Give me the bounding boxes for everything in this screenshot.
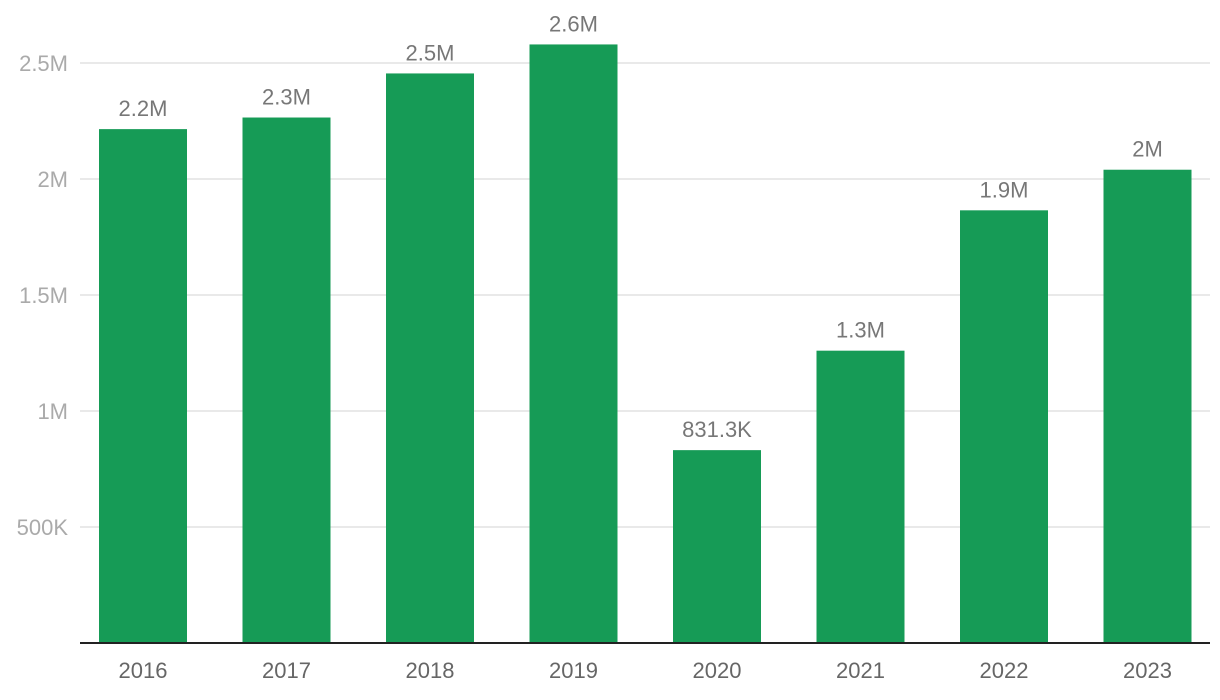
bar [673,450,761,643]
bars [99,44,1192,643]
x-tick-label: 2018 [406,658,455,683]
y-tick-label: 1.5M [19,283,68,308]
y-tick-label: 2M [37,167,68,192]
bar [386,73,474,643]
data-label: 2.2M [119,96,168,121]
x-tick-label: 2020 [693,658,742,683]
data-label: 2M [1132,137,1163,162]
x-tick-label: 2019 [549,658,598,683]
data-label: 2.6M [549,11,598,36]
x-tick-label: 2017 [262,658,311,683]
x-tick-label: 2023 [1123,658,1172,683]
bar [529,44,618,643]
x-axis-ticks: 2016 2017 2018 2019 2020 2021 2022 2023 [119,658,1172,683]
y-tick-label: 1M [37,399,68,424]
bar [816,350,905,643]
bar [1103,169,1192,643]
data-label: 2.5M [406,40,455,65]
data-label: 2.3M [262,85,311,110]
y-tick-label: 500K [17,515,69,540]
x-tick-label: 2016 [119,658,168,683]
x-tick-label: 2021 [836,658,885,683]
data-label: 831.3K [682,417,752,442]
bar [960,210,1048,643]
data-labels: 2.2M 2.3M 2.5M 2.6M 831.3K 1.3M 1.9M 2M [119,11,1163,442]
x-tick-label: 2022 [980,658,1029,683]
data-label: 1.9M [980,177,1029,202]
data-label: 1.3M [836,318,885,343]
y-tick-label: 2.5M [19,51,68,76]
bar [242,117,331,643]
y-axis-ticks: 500K 1M 1.5M 2M 2.5M [17,51,69,540]
bar [99,129,187,643]
